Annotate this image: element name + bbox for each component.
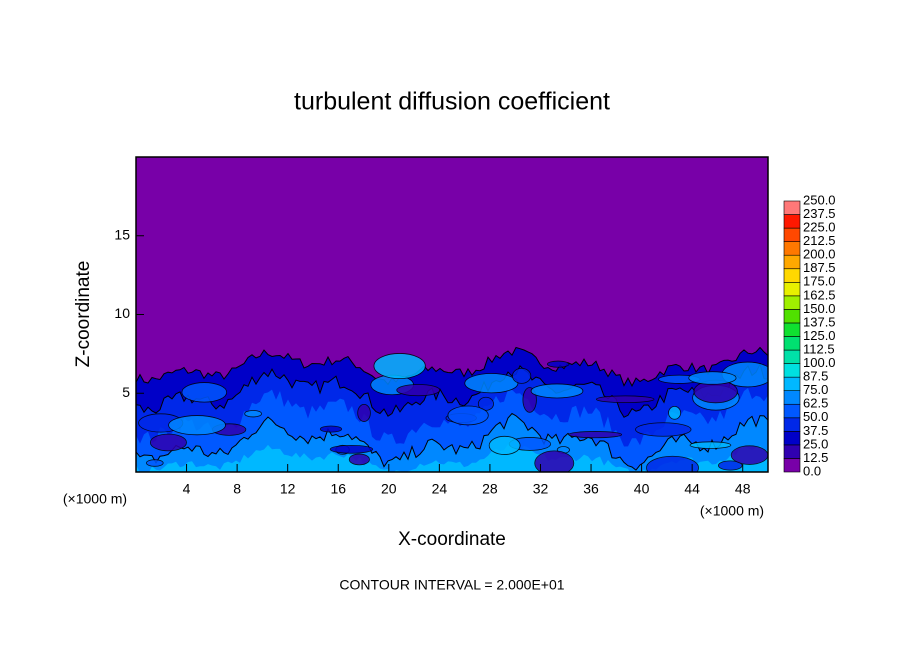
colorbar-segment: [783, 241, 801, 256]
field-swirl: [512, 367, 532, 384]
colorbar-label: 162.5: [803, 287, 836, 302]
x-tick-label: 48: [735, 481, 751, 497]
field-band: [136, 444, 768, 472]
x-tick-label: 44: [684, 481, 700, 497]
colorbar-segment: [783, 214, 801, 229]
colorbar-label: 137.5: [803, 314, 836, 329]
field-swirl: [357, 403, 371, 422]
field-swirl: [329, 444, 374, 454]
colorbar-segment: [783, 200, 801, 215]
colorbar-label: 50.0: [803, 409, 828, 424]
field-swirl: [635, 422, 692, 437]
field-swirl: [534, 450, 575, 472]
colorbar-segment: [783, 363, 801, 378]
x-unit: (×1000 m): [700, 503, 764, 519]
colorbar-label: 62.5: [803, 396, 828, 411]
field-swirl: [244, 410, 262, 418]
colorbar-segment: [783, 254, 801, 270]
colorbar-label: 212.5: [803, 233, 836, 248]
field-swirl: [546, 360, 570, 368]
x-tick-label: 24: [432, 481, 448, 497]
field-swirl: [146, 459, 164, 467]
field-swirl: [595, 395, 655, 404]
field-swirl: [530, 383, 584, 399]
field-swirl: [168, 415, 226, 436]
field-swirl: [646, 455, 699, 472]
colorbar-segment: [783, 349, 801, 364]
x-tick-label: 28: [482, 481, 498, 497]
colorbar-segment: [783, 268, 801, 283]
x-tick-label: 4: [183, 481, 191, 497]
field-swirl: [373, 353, 426, 380]
colorbar-label: 150.0: [803, 301, 836, 316]
colorbar-segment: [783, 417, 801, 432]
y-unit: (×1000 m): [63, 491, 127, 507]
field-swirl: [488, 435, 521, 455]
colorbar-label: 187.5: [803, 260, 836, 275]
colorbar-label: 25.0: [803, 436, 828, 451]
field-swirl: [464, 373, 519, 394]
colorbar-segment: [783, 322, 801, 337]
colorbar-segment: [783, 281, 801, 297]
colorbar-segment: [783, 458, 801, 473]
field-swirl: [396, 384, 441, 397]
x-tick-label: 16: [330, 481, 346, 497]
field-swirl: [689, 441, 732, 449]
colorbar-label: 200.0: [803, 247, 836, 262]
colorbar-segment: [783, 390, 801, 405]
x-axis-label: X-coordinate: [398, 529, 506, 550]
field-swirl: [181, 382, 228, 403]
field-swirl: [568, 431, 623, 439]
y-tick-label: 10: [114, 305, 130, 321]
x-tick-label: 12: [280, 481, 296, 497]
colorbar-label: 87.5: [803, 369, 828, 384]
colorbar-label: 225.0: [803, 220, 836, 235]
colorbar-label: 125.0: [803, 328, 836, 343]
chart-title: turbulent diffusion coefficient: [294, 88, 610, 116]
field-shading: [136, 157, 768, 472]
annotation: CONTOUR INTERVAL = 2.000E+01: [339, 577, 564, 593]
colorbar-label: 250.0: [803, 192, 836, 207]
field-swirl: [668, 406, 682, 420]
field-swirl: [319, 425, 343, 433]
colorbar-label: 0.0: [803, 463, 821, 478]
colorbar-label: 237.5: [803, 206, 836, 221]
colorbar-label: 75.0: [803, 382, 828, 397]
field-swirl: [688, 371, 737, 385]
colorbar-segment: [783, 227, 801, 242]
x-tick-label: 32: [533, 481, 549, 497]
colorbar-segment: [783, 295, 801, 310]
y-tick-label: 15: [114, 226, 130, 242]
colorbar-label: 12.5: [803, 450, 828, 465]
colorbar-segment: [783, 403, 801, 419]
field-swirl: [447, 405, 489, 426]
colorbar-label: 37.5: [803, 423, 828, 438]
field-swirl: [348, 453, 370, 466]
y-axis-label: Z-coordinate: [73, 261, 94, 368]
field-swirl: [717, 460, 743, 471]
colorbar-segment: [783, 431, 801, 446]
colorbar-segment: [783, 309, 801, 324]
y-tick-label: 5: [122, 384, 130, 400]
colorbar-segment: [783, 444, 801, 459]
colorbar-segment: [783, 336, 801, 351]
colorbar-label: 112.5: [803, 341, 835, 356]
x-tick-label: 8: [233, 481, 241, 497]
colorbar-segment: [783, 376, 801, 391]
field-swirl: [149, 433, 187, 452]
x-tick-label: 36: [583, 481, 599, 497]
field-swirl: [730, 445, 768, 465]
x-tick-label: 20: [381, 481, 397, 497]
x-tick-label: 40: [634, 481, 650, 497]
colorbar-label: 100.0: [803, 355, 836, 370]
colorbar-label: 175.0: [803, 274, 836, 289]
